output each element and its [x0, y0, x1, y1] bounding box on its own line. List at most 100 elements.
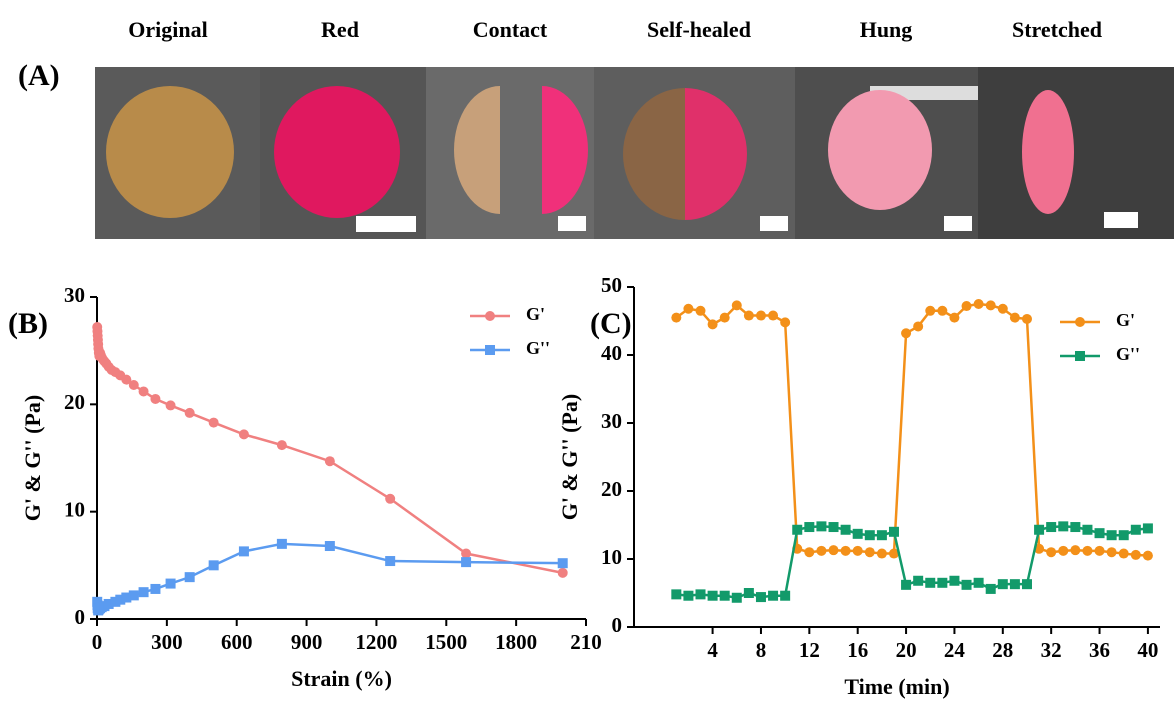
data-point [128, 590, 139, 601]
data-point [1070, 545, 1081, 556]
x-tick-label: 4 [707, 638, 718, 662]
data-point [184, 572, 195, 583]
data-point [138, 386, 149, 397]
data-point [1058, 521, 1069, 532]
data-point [1118, 530, 1129, 541]
photo-label: Stretched [1012, 17, 1102, 42]
data-point [121, 592, 132, 603]
data-point [937, 305, 948, 316]
data-point [707, 590, 718, 601]
photo-label: Contact [473, 17, 548, 42]
data-point [973, 299, 984, 309]
x-tick-label: 900 [291, 630, 323, 654]
series-line [675, 302, 1148, 557]
data-point [816, 545, 827, 556]
data-point [719, 590, 730, 601]
data-point [997, 303, 1008, 314]
data-point [1082, 545, 1093, 556]
panel-label: (C) [590, 307, 632, 340]
data-point [1142, 550, 1153, 561]
data-point [985, 583, 996, 594]
data-point [876, 530, 887, 541]
data-point [324, 541, 335, 552]
data-point [1130, 524, 1141, 535]
data-point [925, 305, 936, 316]
x-tick-label: 210 [570, 630, 602, 654]
x-tick-label: 0 [92, 630, 103, 654]
data-point [901, 328, 912, 339]
gel [454, 86, 500, 214]
data-point [804, 547, 815, 558]
x-axis-title: Time (min) [844, 674, 949, 699]
photo-label: Self-healed [647, 17, 751, 42]
scale-bar [760, 216, 788, 231]
x-tick-label: 20 [896, 638, 917, 662]
data-point [150, 583, 161, 594]
x-tick-label: 32 [1041, 638, 1062, 662]
data-point [324, 456, 335, 467]
data-point [913, 575, 924, 586]
data-point [780, 590, 791, 601]
panel-label: (B) [8, 307, 48, 340]
data-point [888, 548, 899, 559]
data-point [671, 589, 682, 600]
data-point [1021, 313, 1032, 324]
legend-label: G'' [526, 338, 550, 358]
data-point [755, 592, 766, 603]
photo-label: Original [128, 17, 207, 42]
data-point [961, 301, 972, 312]
x-tick-label: 28 [992, 638, 1013, 662]
x-tick-label: 8 [756, 638, 767, 662]
data-point [695, 589, 706, 600]
data-point [276, 538, 287, 549]
y-tick-label: 0 [612, 613, 623, 637]
legend-marker [1075, 351, 1085, 361]
scale-bar [1104, 212, 1138, 228]
y-tick-label: 30 [64, 283, 85, 307]
gel [828, 90, 932, 210]
data-point [1106, 530, 1117, 541]
data-point [864, 547, 875, 558]
data-point [1009, 579, 1020, 590]
data-point [925, 577, 936, 588]
data-point [1118, 548, 1129, 559]
panel-label: (A) [18, 59, 60, 92]
data-point [719, 312, 730, 323]
data-point [901, 579, 912, 590]
data-point [683, 590, 694, 601]
photo [978, 67, 1174, 239]
data-point [121, 374, 132, 385]
data-point [1082, 524, 1093, 535]
data-point [115, 594, 126, 605]
data-point [792, 524, 803, 535]
data-point [208, 560, 219, 571]
data-point [840, 524, 851, 535]
data-point [276, 440, 287, 451]
gel [1022, 90, 1074, 214]
photo-strip [95, 67, 1174, 239]
data-point [852, 528, 863, 539]
x-tick-label: 16 [847, 638, 868, 662]
y-tick-label: 20 [64, 390, 85, 414]
data-point [949, 312, 960, 323]
photo-label: Hung [860, 17, 913, 42]
y-tick-label: 50 [601, 273, 622, 297]
data-point [1106, 547, 1117, 558]
data-point [997, 579, 1008, 590]
data-point [1094, 528, 1105, 539]
data-point [937, 577, 948, 588]
series-line [95, 326, 563, 575]
gel [542, 86, 588, 214]
data-point [1021, 579, 1032, 590]
y-tick-label: 10 [601, 545, 622, 569]
series-line [676, 525, 1149, 600]
data-point [816, 521, 827, 532]
data-point [208, 417, 219, 428]
data-point [973, 577, 984, 588]
gel [274, 86, 400, 218]
gel [623, 88, 685, 220]
legend-marker [485, 311, 495, 321]
data-point [138, 587, 149, 598]
series-line [95, 542, 563, 614]
data-point [1094, 545, 1105, 556]
